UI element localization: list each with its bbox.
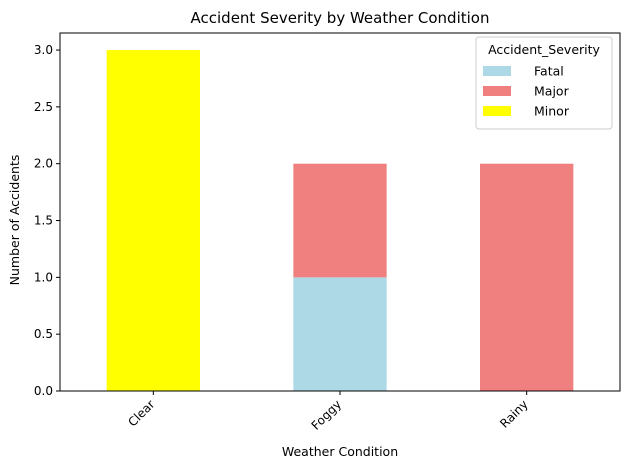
legend-label-minor: Minor bbox=[534, 104, 570, 119]
y-axis-ticks: 0.0 0.5 1.0 1.5 2.0 2.5 3.0 bbox=[34, 43, 60, 398]
bar-rainy-major bbox=[480, 163, 574, 391]
legend-entries: Fatal Major Minor bbox=[483, 64, 570, 119]
bar-clear-minor bbox=[106, 50, 200, 392]
y-tick-label: 2.5 bbox=[34, 100, 53, 114]
y-tick-label: 0.0 bbox=[34, 384, 53, 398]
legend-title: Accident_Severity bbox=[488, 42, 600, 57]
y-axis-label: Number of Accidents bbox=[7, 155, 22, 286]
y-tick-label: 0.5 bbox=[34, 327, 53, 341]
legend-swatch-major bbox=[483, 86, 511, 96]
legend: Accident_Severity Fatal Major Minor bbox=[475, 36, 613, 130]
bar-foggy-major bbox=[293, 163, 387, 278]
y-tick-label: 3.0 bbox=[34, 43, 53, 57]
x-tick-label-rainy: Rainy bbox=[497, 397, 531, 431]
x-tick-label-clear: Clear bbox=[125, 397, 157, 429]
y-tick-label: 1.5 bbox=[34, 214, 53, 228]
y-tick-label: 2.0 bbox=[34, 157, 53, 171]
plot-frame bbox=[59, 32, 621, 392]
x-axis-ticks: Clear Foggy Rainy bbox=[125, 391, 531, 433]
x-axis-label: Weather Condition bbox=[282, 444, 398, 459]
legend-label-major: Major bbox=[534, 84, 570, 99]
legend-swatch-fatal bbox=[483, 66, 511, 76]
chart-title: Accident Severity by Weather Condition bbox=[191, 9, 490, 27]
x-tick-label-foggy: Foggy bbox=[309, 397, 344, 432]
legend-label-fatal: Fatal bbox=[534, 64, 564, 79]
bars-layer bbox=[106, 50, 574, 392]
y-tick-label: 1.0 bbox=[34, 270, 53, 284]
legend-swatch-minor bbox=[483, 106, 511, 116]
bar-foggy-fatal bbox=[293, 277, 387, 391]
